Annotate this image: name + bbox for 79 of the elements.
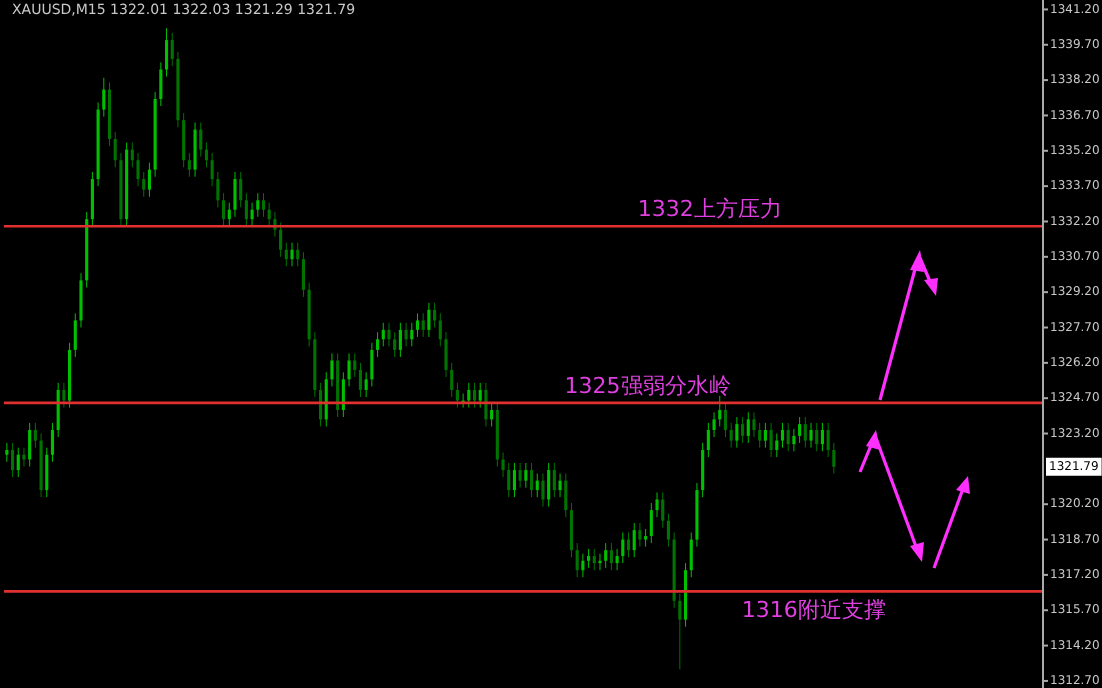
candlestick (815, 422, 819, 452)
candlestick (193, 122, 197, 178)
candlestick (803, 416, 807, 449)
candlestick (472, 382, 477, 409)
candlestick (587, 548, 591, 569)
candlestick (746, 411, 750, 444)
candlestick (244, 192, 248, 227)
candlestick (22, 447, 26, 468)
candlestick (5, 442, 9, 463)
candlestick (204, 142, 209, 168)
candlestick (62, 382, 66, 409)
candlestick (290, 242, 294, 267)
candlestick (763, 422, 767, 449)
candlestick (547, 462, 551, 508)
candlestick (809, 422, 813, 449)
candlestick (512, 462, 517, 498)
ref-line-label: 1325强弱分水岭 (564, 372, 731, 399)
candlestick (798, 416, 802, 444)
ref-line-label: 1316附近支撑 (741, 597, 886, 624)
candlestick (775, 433, 779, 458)
candlestick (381, 322, 385, 347)
candlestick (558, 473, 562, 498)
candlestick (626, 531, 631, 558)
candlestick (478, 382, 482, 409)
candlestick (16, 447, 20, 478)
candlestick (410, 322, 414, 347)
candlestick (50, 422, 55, 463)
ref-line-label: 1332上方压力 (637, 196, 782, 223)
candlestick (490, 402, 494, 427)
candlestick (729, 422, 733, 449)
candlestick (541, 473, 545, 508)
candlestick (786, 422, 790, 452)
candlestick (164, 27, 169, 78)
candlestick (10, 442, 15, 478)
candlestick (621, 531, 625, 564)
candlestick (638, 522, 642, 548)
candlestick (433, 302, 437, 329)
candlestick (358, 362, 363, 398)
candlestick (427, 302, 431, 338)
candlestick (792, 428, 796, 452)
candlestick (421, 312, 425, 338)
candlestick (398, 322, 402, 358)
candlestick (632, 522, 636, 558)
candlestick (45, 447, 49, 498)
candlestick (233, 171, 237, 218)
candlestick (404, 322, 408, 347)
candlestick (284, 242, 288, 267)
candlestick (741, 416, 745, 444)
candlestick (353, 352, 357, 378)
candlestick (820, 422, 824, 452)
candlestick (535, 473, 539, 498)
candlestick (393, 331, 397, 358)
candlestick (529, 462, 534, 498)
candlestick (569, 502, 574, 558)
candlestick (735, 416, 739, 449)
candlestick (256, 192, 260, 218)
candlestick (199, 122, 203, 158)
candlestick (592, 548, 596, 571)
candlestick (524, 462, 528, 489)
candlestick (261, 192, 266, 218)
candlestick (552, 462, 556, 498)
candlestick (564, 473, 568, 518)
candlestick (28, 422, 32, 468)
candlestick (661, 491, 665, 529)
candlestick (187, 152, 191, 178)
candlestick (604, 542, 608, 569)
candlestick (518, 462, 522, 489)
candlestick (467, 382, 471, 409)
candlestick (769, 422, 773, 458)
candlestick (56, 382, 60, 438)
candlestick (455, 382, 459, 409)
candlestick (239, 171, 243, 208)
candlestick (780, 422, 785, 449)
candlestick (415, 312, 420, 338)
candlestick (581, 553, 585, 578)
candlestick (575, 542, 579, 578)
candlestick (609, 542, 613, 571)
candlestick (723, 402, 728, 438)
candlestick (296, 242, 300, 267)
